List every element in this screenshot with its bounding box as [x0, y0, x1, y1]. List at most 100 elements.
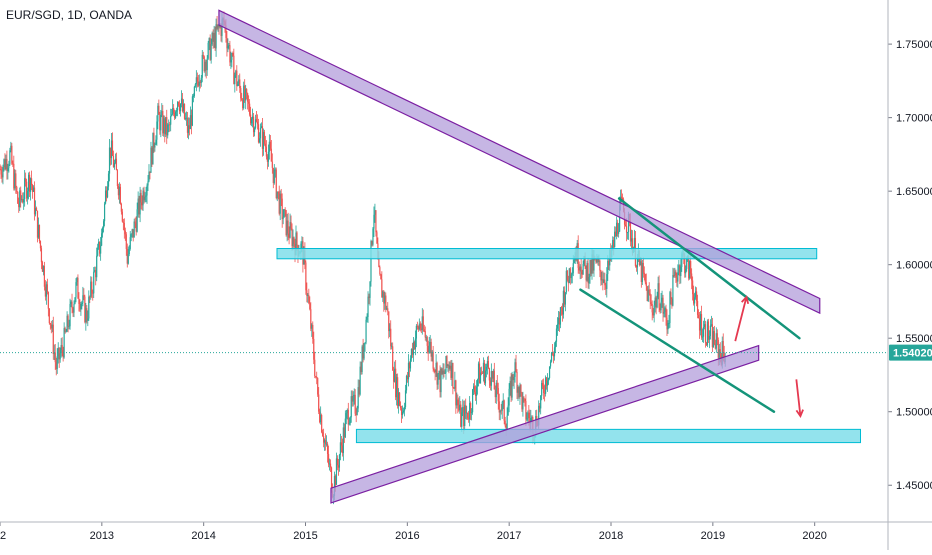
candle-body [293, 237, 295, 244]
candle-body [118, 186, 120, 196]
candle-body [387, 308, 389, 312]
candle-body [156, 121, 158, 140]
candle-body [134, 221, 136, 224]
candle-body [663, 311, 665, 314]
wedge-line-2 [579, 288, 776, 413]
candle-body [250, 114, 252, 124]
candle-body [174, 112, 176, 118]
candle-body [230, 59, 232, 63]
candle-body [449, 365, 451, 369]
candle-body [242, 99, 244, 109]
candle-body [66, 315, 68, 332]
trend-channel-lower [330, 344, 760, 504]
candle-body [517, 387, 519, 393]
candle-body [550, 352, 553, 362]
candle-body [262, 131, 265, 149]
candle-body [647, 289, 649, 302]
candle-body [347, 409, 349, 425]
candle-body [636, 257, 638, 268]
candle-body [509, 381, 511, 389]
candle-body [416, 325, 418, 327]
candle-body [648, 289, 650, 294]
candle-body [109, 147, 112, 159]
candle-body [507, 405, 509, 416]
candle-body [585, 265, 587, 281]
candle-body [190, 115, 193, 126]
candle-body [107, 173, 110, 187]
candle-body [165, 117, 167, 135]
candle-body [490, 371, 492, 386]
candle-body [283, 209, 285, 218]
candle-body [56, 356, 58, 370]
candle-body [358, 387, 360, 395]
candle-body [479, 372, 482, 384]
candle-body [659, 307, 661, 311]
candle-body [199, 81, 201, 83]
candle-body [289, 222, 291, 238]
candle-body [633, 237, 636, 248]
candle-body [138, 198, 140, 215]
candle-body [615, 231, 617, 236]
candle-body [121, 211, 123, 222]
candle-body [669, 292, 671, 323]
candle-body [689, 261, 691, 279]
candle-body [552, 354, 555, 357]
candle-body [247, 93, 249, 102]
candle-body [494, 389, 496, 398]
candle-body [178, 105, 181, 112]
candle-body [399, 392, 401, 406]
candle-body [694, 297, 696, 304]
candle-body [473, 386, 476, 393]
candle-body [424, 331, 426, 338]
candle-body [528, 412, 530, 419]
drawings-layer[interactable] [0, 9, 888, 504]
candle-body [111, 140, 114, 157]
candle-body [301, 241, 303, 244]
candle-body [721, 341, 723, 365]
candle-body [274, 169, 276, 171]
candle-body [196, 77, 198, 82]
candle-body [171, 114, 173, 117]
candle-body [567, 280, 569, 284]
candle-body [132, 229, 134, 238]
candle-body [286, 220, 288, 236]
candle-body [39, 240, 42, 249]
candle-body [260, 126, 263, 128]
candle-body [541, 382, 543, 396]
candle-body [287, 220, 289, 234]
candle-body [15, 173, 17, 188]
candle-body [35, 208, 38, 211]
candle-body [315, 375, 317, 377]
candle-body [306, 290, 308, 296]
candle-body [179, 103, 182, 112]
candle-body [290, 222, 292, 229]
candle-body [369, 281, 371, 298]
candle-body [65, 331, 67, 333]
candle-body [205, 61, 207, 71]
candle-body [640, 261, 642, 282]
candle-body [488, 368, 490, 381]
candle-body [0, 169, 1, 170]
candle-body [104, 190, 107, 204]
x-tick-label: 12 [0, 530, 6, 542]
candle-body [342, 427, 344, 453]
candle-body [309, 303, 311, 310]
wedge-line-1 [617, 197, 801, 340]
candle-body [572, 263, 574, 274]
candle-body [397, 377, 399, 406]
candle-body [686, 258, 688, 269]
candle-body [278, 191, 280, 214]
candle-body [338, 454, 341, 468]
candle-body [271, 161, 273, 168]
candle-body [150, 147, 152, 173]
candle-body [564, 292, 566, 305]
candle-body [359, 366, 361, 395]
candle-body [253, 127, 256, 133]
candle-body [62, 350, 64, 358]
candle-body [398, 392, 400, 406]
candle-body [22, 199, 24, 203]
candle-body [671, 298, 673, 306]
candle-body [421, 316, 423, 331]
